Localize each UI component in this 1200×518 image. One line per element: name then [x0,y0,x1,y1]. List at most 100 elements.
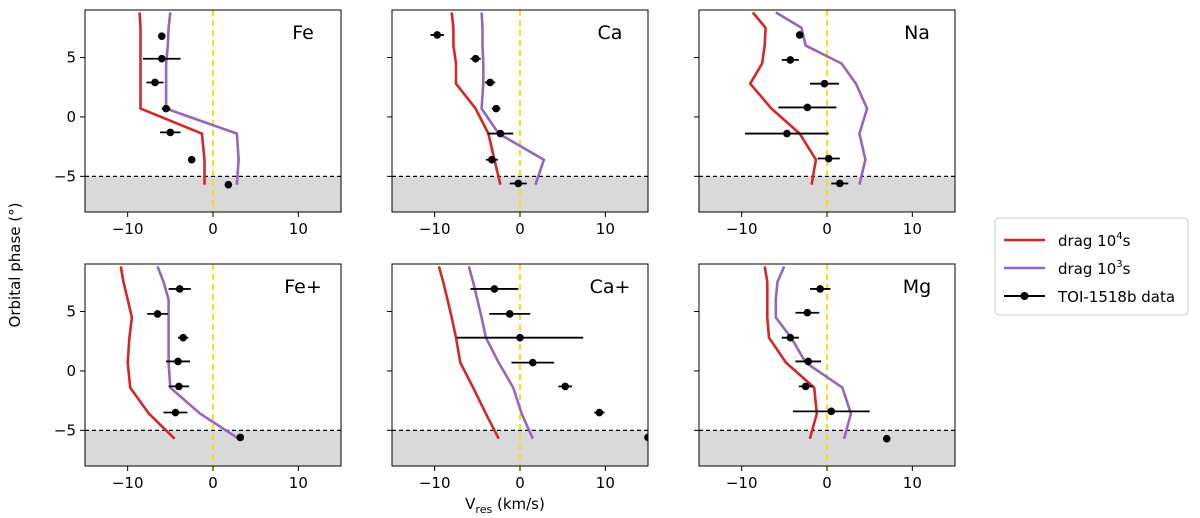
drag-1e4-line-mg [763,266,819,440]
x-tick-label-ca-plus-10: 10 [596,474,615,492]
data-point-ca-4 [496,129,505,138]
data-point-fe-0 [158,32,166,40]
legend-label-drag-1e3-end: s [1123,260,1131,278]
drag-1e4-line-na [748,11,818,185]
drag-1e3-line-ca-plus [467,266,534,440]
data-point-fe-plus-3 [174,357,182,366]
x-tick-label-fe-plus--10: −10 [112,474,144,492]
panel-label-na: Na [904,22,930,44]
data-point-ca-3 [492,104,500,113]
x-tick-label-fe-10: 10 [289,220,308,238]
data-point-fe-plus-1 [153,310,162,318]
drag-1e3-line-ca [480,12,546,186]
x-tick-label-fe--10: −10 [112,220,144,238]
legend: drag 104s drag 103s TOI-1518b data [994,217,1189,316]
x-axis-label-main: V [465,495,476,513]
data-point-fe-4 [166,128,175,137]
data-point-fe-plus-0 [175,285,184,293]
data-point-ca-6 [514,179,523,188]
legend-label-drag-1e4-sup: 4 [1116,231,1122,242]
x-tick-label-fe-plus-0: 0 [208,474,218,492]
data-point-ca-5 [488,155,496,164]
data-point-mg-3 [804,357,813,366]
drag-1e4-line-fe-plus [119,266,176,440]
legend-label-data: TOI-1518b data [1057,288,1175,306]
data-point-fe-6 [224,180,233,189]
data-point-mg-6 [882,434,891,443]
data-point-ca-plus-5 [595,408,604,417]
panel-plot-area-ca [392,10,648,212]
panel-mg: −10 0 10 Mg [694,263,956,492]
x-tick-label-ca-plus-0: 0 [515,474,525,492]
data-point-fe-plus-5 [171,408,180,417]
data-point-fe-plus-4 [175,382,183,391]
x-tick-label-fe-0: 0 [208,220,218,238]
data-point-na-4 [783,129,791,138]
drag-1e3-line-fe [164,12,240,185]
panels-group: −10 0 10 −5 0 5 Fe −10 0 10 Ca −10 0 10 Na −10 0 10 −5 0 5 Fe… [54,9,956,492]
x-tick-label-ca-10: 10 [596,220,615,238]
y-axis-label: Orbital phase (°) [6,203,24,328]
y-tick-label-fe-plus-5: 5 [66,303,76,321]
data-point-fe-plus-2 [179,333,187,342]
y-tick-label-fe-plus-0: 0 [66,362,76,380]
legend-label-drag-1e3-main: drag 10 [1058,260,1116,278]
data-point-fe-3 [162,104,170,113]
data-point-na-6 [836,179,844,188]
x-tick-label-na-0: 0 [822,220,832,238]
y-tick-label-fe--5: −5 [54,167,76,185]
drag-1e4-line-ca [450,12,502,186]
y-tick-label-fe-plus--5: −5 [54,421,76,439]
legend-box [994,217,1189,316]
x-axis-label-unit: (km/s) [492,495,545,513]
panel-label-fe-plus: Fe+ [284,276,322,298]
data-point-ca-plus-6 [644,433,648,442]
x-tick-label-mg-10: 10 [903,474,922,492]
y-tick-label-fe-0: 0 [66,108,76,126]
data-point-mg-0 [816,285,824,293]
data-point-ca-0 [433,31,442,39]
data-point-mg-5 [827,407,836,416]
data-point-fe-2 [151,78,159,87]
data-point-ca-plus-4 [561,382,570,391]
data-point-ca-plus-0 [490,285,499,293]
data-point-ca-plus-2 [516,333,524,342]
panel-plot-area-na [699,10,955,212]
data-point-ca-plus-1 [505,310,514,318]
panel-plot-area-mg [699,264,955,466]
panel-plot-area-fe [85,10,341,212]
drag-1e4-line-ca-plus [437,266,500,440]
drag-1e3-line-mg [774,265,853,440]
drag-1e3-line-fe-plus [156,265,240,440]
y-tick-label-fe-5: 5 [66,49,76,67]
x-axis-label-sub: res [475,503,492,516]
panel-plot-area-ca-plus [392,264,648,466]
legend-label-drag-1e4-main: drag 10 [1058,232,1116,250]
data-point-ca-1 [471,54,480,63]
panel-label-mg: Mg [903,276,931,298]
data-point-mg-1 [803,308,812,317]
x-tick-label-ca-0: 0 [515,220,525,238]
data-point-fe-1 [158,54,166,63]
legend-label-drag-1e4-end: s [1123,232,1131,250]
x-tick-label-mg-0: 0 [822,474,832,492]
panel-label-ca-plus: Ca+ [590,276,631,298]
panel-na: −10 0 10 Na [694,9,956,238]
panel-ca-plus: −10 0 10 Ca+ [387,263,649,492]
panel-fe-plus: −10 0 10 −5 0 5 Fe+ [54,263,342,492]
x-tick-label-na--10: −10 [726,220,758,238]
x-tick-label-ca--10: −10 [419,220,451,238]
data-point-na-5 [824,154,833,163]
data-point-ca-2 [486,78,494,87]
data-point-na-1 [786,56,795,64]
panel-plot-area-fe-plus [85,264,341,466]
legend-label-drag-1e4: drag 104s [1058,231,1131,250]
data-point-mg-2 [786,333,795,342]
data-point-mg-4 [801,382,810,391]
data-point-na-0 [795,31,804,39]
data-point-fe-5 [187,155,196,164]
panel-label-ca: Ca [598,22,623,44]
legend-swatch-data-marker [1020,292,1029,300]
x-tick-label-fe-plus-10: 10 [289,474,308,492]
